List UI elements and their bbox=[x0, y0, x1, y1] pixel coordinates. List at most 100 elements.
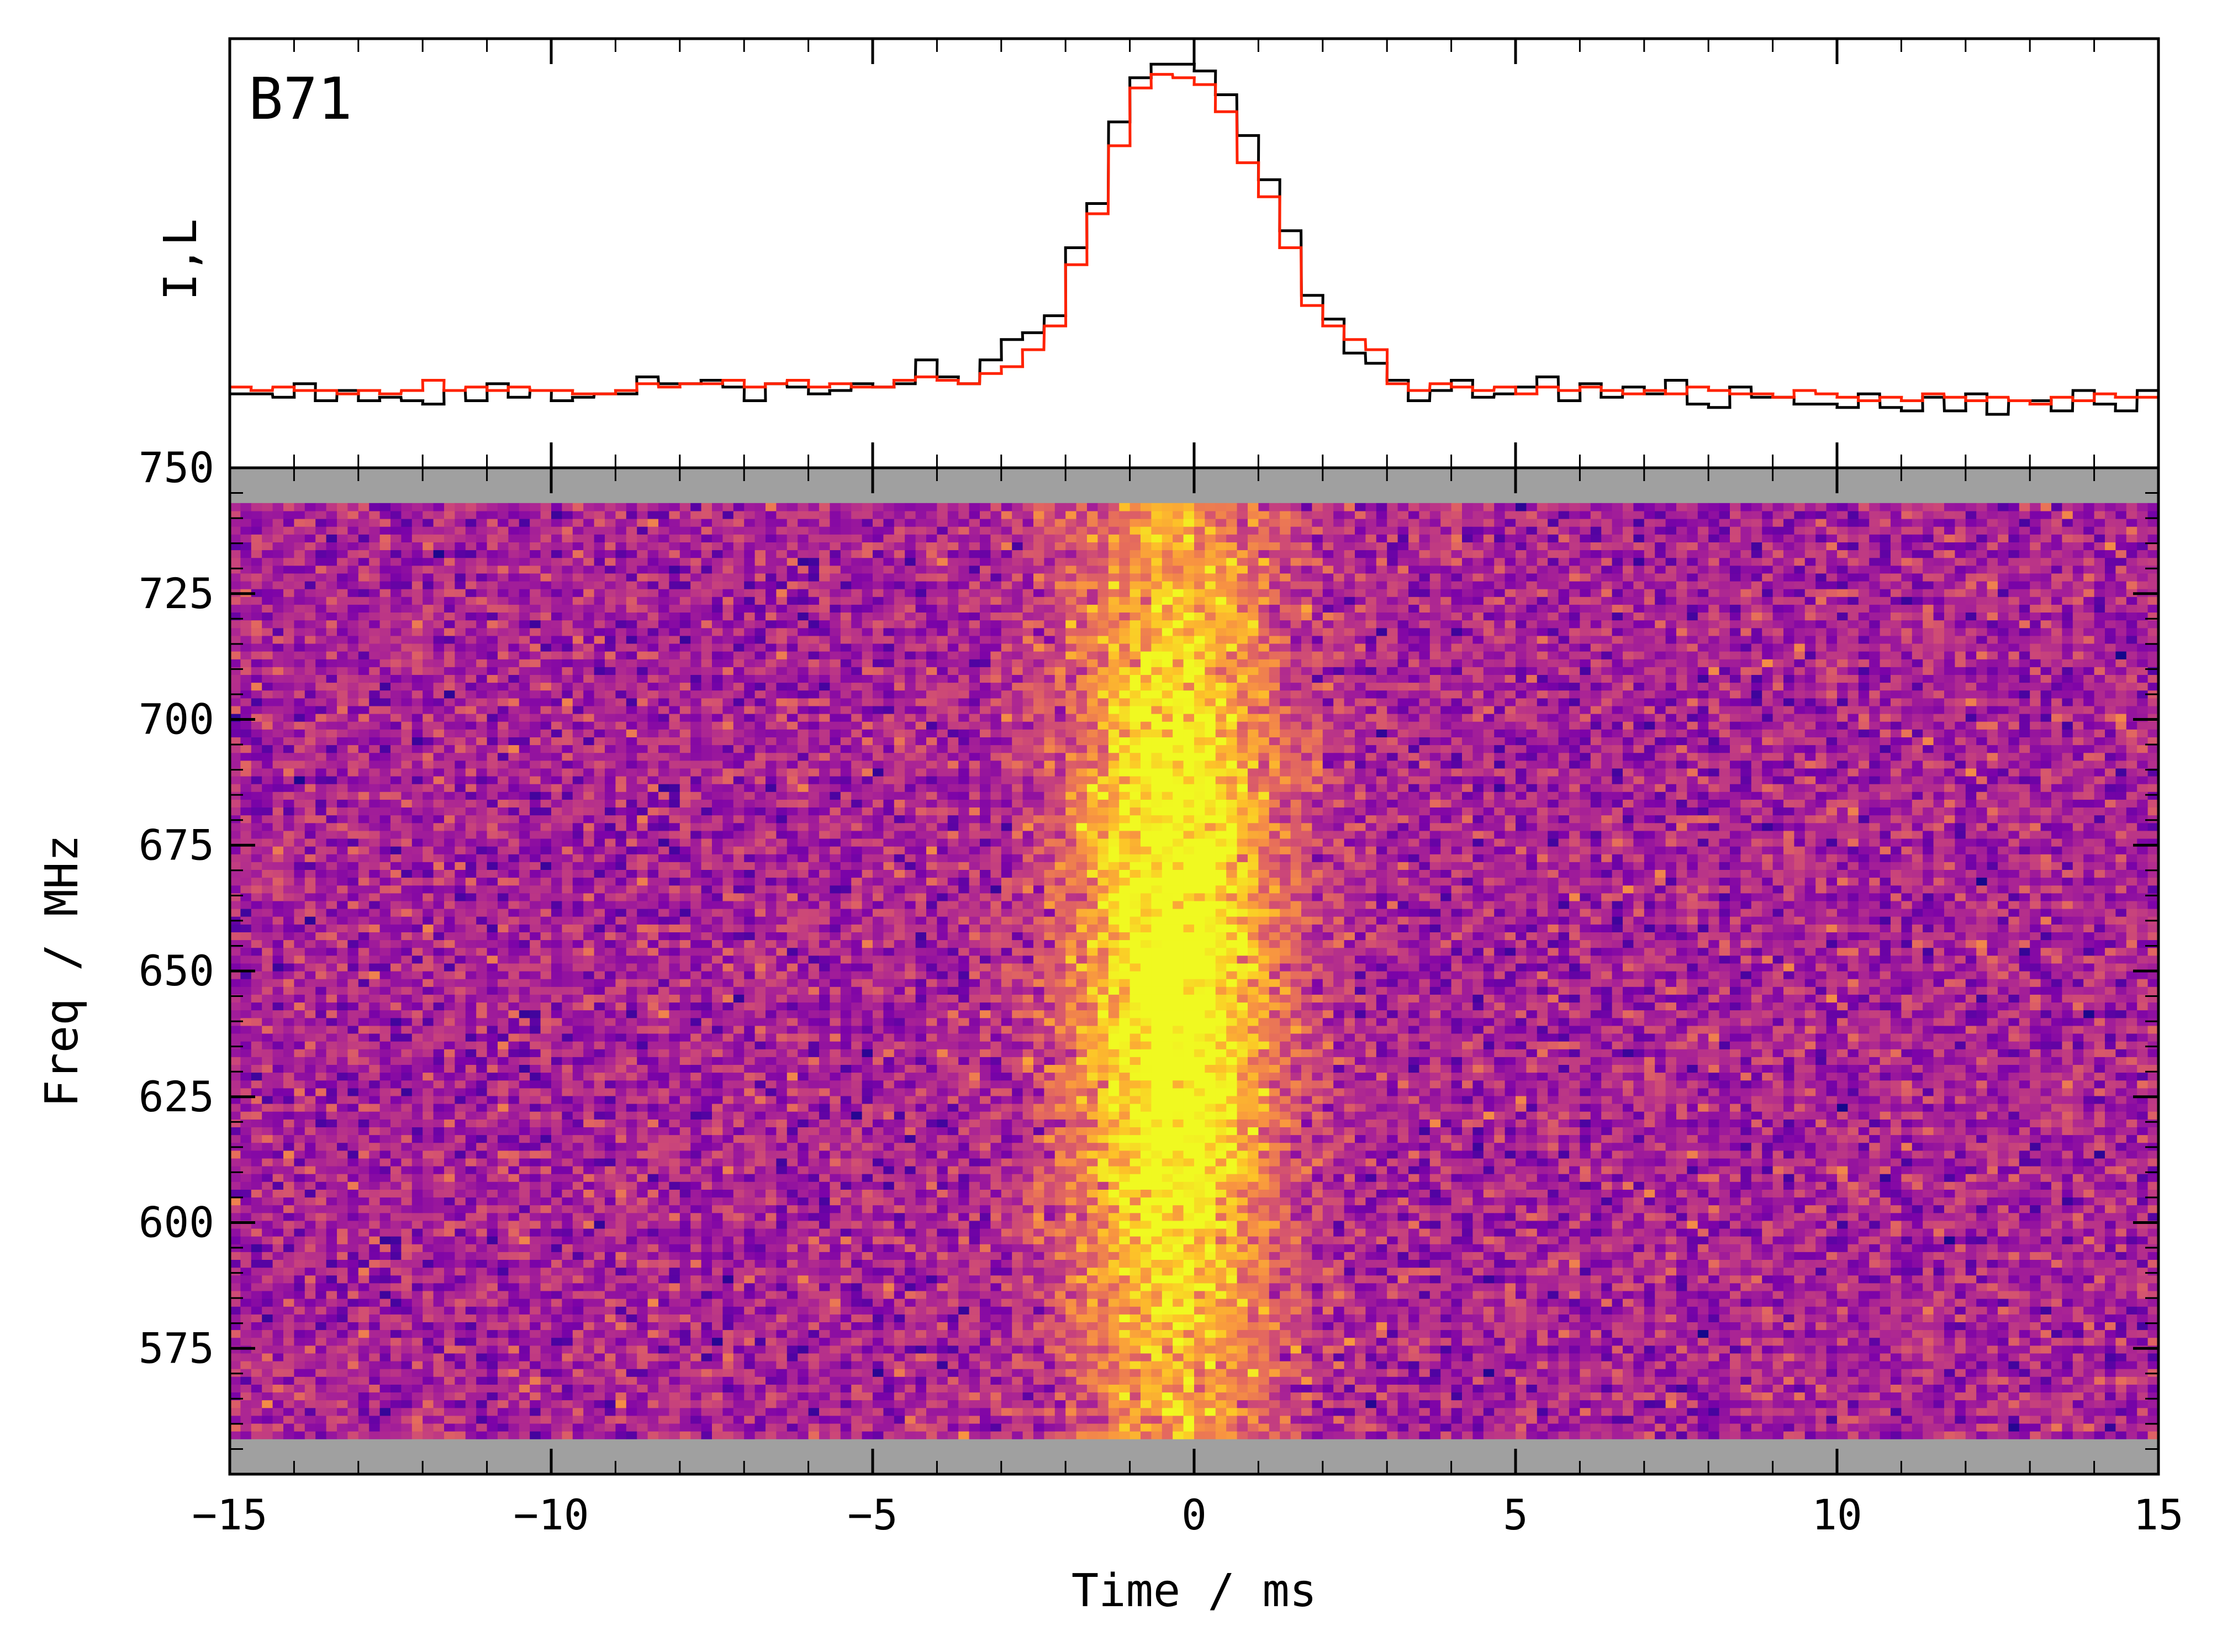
spectrum-cell bbox=[444, 1290, 455, 1299]
spectrum-cell bbox=[1998, 1259, 2009, 1268]
spectrum-cell bbox=[1505, 1314, 1516, 1322]
spectrum-cell bbox=[615, 1345, 627, 1354]
spectrum-cell bbox=[776, 1267, 788, 1276]
spectrum-cell bbox=[605, 1244, 616, 1252]
spectrum-cell bbox=[1794, 1407, 1806, 1416]
spectrum-cell bbox=[230, 1353, 241, 1361]
spectrum-cell bbox=[754, 1267, 766, 1276]
spectrum-cell bbox=[411, 1361, 423, 1369]
spectrum-cell bbox=[1687, 1345, 1698, 1354]
spectrum-cell bbox=[1923, 1431, 1934, 1439]
spectrum-cell bbox=[1033, 1252, 1044, 1260]
spectrum-cell bbox=[1333, 1306, 1345, 1315]
spectrum-cell bbox=[1826, 1423, 1838, 1432]
spectrum-cell bbox=[444, 1259, 455, 1268]
spectrum-cell bbox=[883, 1329, 895, 1338]
spectrum-cell bbox=[615, 1282, 627, 1291]
spectrum-cell bbox=[1505, 1306, 1516, 1315]
spectrum-cell bbox=[1665, 1314, 1677, 1322]
spectrum-cell bbox=[2072, 1228, 2084, 1237]
spectrum-cell bbox=[1215, 1423, 1227, 1432]
spectrum-cell bbox=[1676, 1361, 1687, 1369]
spectrum-cell bbox=[465, 1361, 477, 1369]
spectrum-cell bbox=[1033, 1415, 1044, 1424]
spectrum-cell bbox=[830, 1431, 841, 1439]
spectrum-cell bbox=[2115, 1353, 2127, 1361]
spectrum-cell bbox=[304, 1369, 316, 1377]
spectrum-cell bbox=[1537, 1353, 1548, 1361]
spectrum-cell bbox=[1312, 1423, 1323, 1432]
spectrum-cell bbox=[926, 1236, 937, 1244]
spectrum-cell bbox=[1258, 1345, 1270, 1354]
spectrum-cell bbox=[1472, 1384, 1484, 1393]
spectrum-cell bbox=[2115, 1282, 2127, 1291]
spectrum-cell bbox=[647, 1337, 659, 1346]
spectrum-cell bbox=[883, 1369, 895, 1377]
spectrum-cell bbox=[990, 1236, 1002, 1244]
spectrum-cell bbox=[326, 1345, 337, 1354]
spectrum-cell bbox=[905, 1275, 916, 1284]
spectrum-cell bbox=[1483, 1314, 1495, 1322]
spectrum-cell bbox=[2126, 1306, 2137, 1315]
spectrum-cell bbox=[798, 1299, 809, 1307]
spectrum-cell bbox=[1965, 1244, 1977, 1252]
spectrum-cell bbox=[679, 1337, 691, 1346]
spectrum-cell bbox=[647, 1290, 659, 1299]
spectrum-cell bbox=[1569, 1407, 1580, 1416]
spectrum-cell bbox=[540, 1415, 552, 1424]
spectrum-cell bbox=[1655, 1282, 1666, 1291]
spectrum-cell bbox=[230, 1337, 241, 1346]
spectrum-cell bbox=[1815, 1252, 1827, 1260]
spectrum-cell bbox=[1483, 1415, 1495, 1424]
spectrum-cell bbox=[1516, 1252, 1527, 1260]
spectrum-cell bbox=[594, 1376, 605, 1385]
spectrum-cell bbox=[905, 1299, 916, 1307]
spectrum-cell bbox=[1451, 1306, 1463, 1315]
spectrum-cell bbox=[2062, 1299, 2073, 1307]
spectrum-cell bbox=[1248, 1392, 1259, 1401]
spectrum-cell bbox=[1151, 1415, 1163, 1424]
spectrum-cell bbox=[358, 1384, 370, 1393]
spectrum-cell bbox=[862, 1407, 873, 1416]
spectrum-cell bbox=[1012, 1267, 1023, 1276]
spectrum-cell bbox=[433, 1228, 445, 1237]
spectrum-cell bbox=[347, 1329, 359, 1338]
spectrum-cell bbox=[2019, 1329, 2030, 1338]
spectrum-cell bbox=[390, 1228, 402, 1237]
spectrum-cell bbox=[347, 1220, 359, 1229]
spectrum-cell bbox=[658, 1329, 669, 1338]
spectrum-cell bbox=[455, 1392, 466, 1401]
spectrum-cell bbox=[1687, 1299, 1698, 1307]
spectrum-cell bbox=[1097, 1244, 1109, 1252]
spectrum-cell bbox=[830, 1299, 841, 1307]
spectrum-cell bbox=[1173, 1275, 1184, 1284]
spectrum-cell bbox=[2094, 1228, 2105, 1237]
spectrum-cell bbox=[337, 1423, 348, 1432]
spectrum-cell bbox=[1987, 1431, 1998, 1439]
spectrum-cell bbox=[1719, 1337, 1730, 1346]
spectrum-cell bbox=[1665, 1322, 1677, 1331]
spectrum-cell bbox=[369, 1361, 381, 1369]
spectrum-cell bbox=[1965, 1369, 1977, 1377]
spectrum-cell bbox=[1344, 1267, 1355, 1276]
spectrum-cell bbox=[2051, 1322, 2062, 1331]
spectrum-cell bbox=[766, 1400, 777, 1408]
spectrum-cell bbox=[1162, 1228, 1173, 1237]
spectrum-cell bbox=[1526, 1361, 1538, 1369]
spectrum-cell bbox=[583, 1376, 595, 1385]
spectrum-cell bbox=[1505, 1423, 1516, 1432]
spectrum-cell bbox=[315, 1353, 327, 1361]
spectrum-cell bbox=[283, 1361, 294, 1369]
spectrum-cell bbox=[776, 1392, 788, 1401]
spectrum-cell bbox=[1548, 1299, 1559, 1307]
spectrum-cell bbox=[1344, 1290, 1355, 1299]
spectrum-cell bbox=[722, 1322, 734, 1331]
spectrum-cell bbox=[519, 1299, 530, 1307]
spectrum-cell bbox=[1472, 1376, 1484, 1385]
spectrum-cell bbox=[1141, 1384, 1152, 1393]
spectrum-cell bbox=[315, 1376, 327, 1385]
spectrum-cell bbox=[690, 1415, 702, 1424]
spectrum-cell bbox=[444, 1369, 455, 1377]
spectrum-cell bbox=[1687, 1415, 1698, 1424]
spectrum-cell bbox=[444, 1252, 455, 1260]
